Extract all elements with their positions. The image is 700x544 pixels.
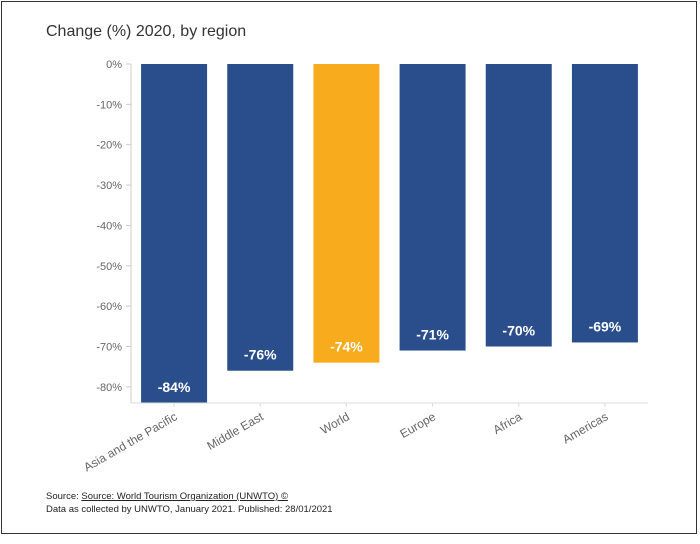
x-category-label: Europe <box>398 409 439 441</box>
chart-title: Change (%) 2020, by region <box>46 23 247 40</box>
chart-footer: Source: Source: World Tourism Organizati… <box>46 490 333 516</box>
bar-chart: 0%-10%-20%-30%-40%-50%-60%-70%-80% -84%-… <box>81 59 648 474</box>
x-category-label: Americas <box>560 409 610 446</box>
x-category-label: Africa <box>491 409 525 437</box>
bar[interactable] <box>485 64 552 347</box>
bar[interactable] <box>141 64 208 403</box>
source-prefix: Source: <box>46 491 82 502</box>
y-tick-label: -10% <box>96 99 122 111</box>
source-link[interactable]: Source: World Tourism Organization (UNWT… <box>81 491 288 502</box>
y-tick-label: -80% <box>96 382 122 394</box>
y-tick-label: -30% <box>96 180 122 192</box>
bar[interactable] <box>313 64 380 363</box>
x-category-label: Middle East <box>204 409 266 453</box>
y-axis: 0% -10% -20% -30% -40% -50% -60% -70% -80% <box>96 59 132 403</box>
y-tick-label: -40% <box>96 220 122 232</box>
y-tick-label: -20% <box>96 140 122 152</box>
bar-data-label: -70% <box>502 323 535 339</box>
bar-data-label: -69% <box>589 318 622 334</box>
y-tick-label: 0% <box>106 59 122 71</box>
y-tick-label: -60% <box>96 301 122 313</box>
y-tick-label: -70% <box>96 342 122 354</box>
bar-data-label: -84% <box>158 379 191 395</box>
y-tick-label: -50% <box>96 261 122 273</box>
bars-group: -84% -76% -74% -71% -70% -69% <box>141 64 638 403</box>
x-axis: Asia and the Pacific Middle East World Euro… <box>81 402 648 474</box>
bar-data-label: -76% <box>244 347 277 363</box>
x-category-label: World <box>318 409 352 437</box>
source-line: Source: Source: World Tourism Organizati… <box>46 490 333 503</box>
data-note: Data as collected by UNWTO, January 2021… <box>46 504 333 515</box>
x-category-label: Asia and the Pacific <box>81 409 179 474</box>
bar[interactable] <box>571 64 638 343</box>
bar-data-label: -74% <box>330 339 363 355</box>
bar[interactable] <box>399 64 466 351</box>
bar[interactable] <box>227 64 294 371</box>
bar-data-label: -71% <box>416 327 449 343</box>
